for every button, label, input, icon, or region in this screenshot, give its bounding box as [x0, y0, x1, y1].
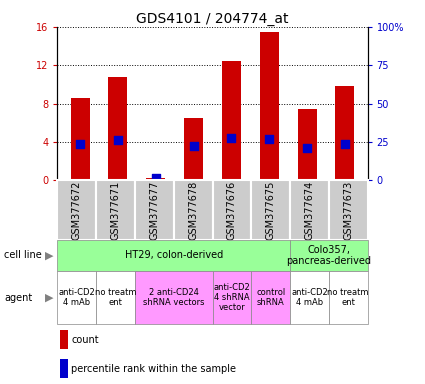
- Bar: [329, 271, 368, 324]
- Bar: [57, 180, 96, 240]
- Text: agent: agent: [4, 293, 32, 303]
- Text: percentile rank within the sample: percentile rank within the sample: [71, 364, 236, 374]
- Bar: [222, 61, 241, 180]
- Point: [228, 135, 235, 141]
- Bar: [290, 240, 368, 271]
- Text: 2 anti-CD24
shRNA vectors: 2 anti-CD24 shRNA vectors: [143, 288, 204, 307]
- Text: control
shRNA: control shRNA: [256, 288, 285, 307]
- Text: anti-CD2
4 mAb: anti-CD2 4 mAb: [291, 288, 328, 307]
- Bar: [251, 180, 290, 240]
- Text: GSM377675: GSM377675: [266, 180, 276, 240]
- Bar: [96, 180, 135, 240]
- Bar: [57, 240, 290, 271]
- Point: [114, 137, 121, 143]
- Text: no treatm
ent: no treatm ent: [328, 288, 369, 307]
- Text: GDS4101 / 204774_at: GDS4101 / 204774_at: [136, 12, 289, 25]
- Bar: [260, 32, 279, 180]
- Text: no treatm
ent: no treatm ent: [95, 288, 136, 307]
- Text: Colo357,
pancreas-derived: Colo357, pancreas-derived: [286, 245, 371, 266]
- Text: HT29, colon-derived: HT29, colon-derived: [125, 250, 223, 260]
- Bar: [108, 77, 128, 180]
- Point: [190, 143, 197, 149]
- Text: GSM377678: GSM377678: [188, 180, 198, 240]
- Bar: [251, 271, 290, 324]
- Point: [304, 145, 311, 151]
- Text: anti-CD2
4 mAb: anti-CD2 4 mAb: [58, 288, 95, 307]
- Bar: [71, 98, 90, 180]
- Bar: [60, 359, 68, 378]
- Bar: [184, 118, 203, 180]
- Bar: [212, 271, 251, 324]
- Bar: [329, 180, 368, 240]
- Text: ▶: ▶: [45, 250, 53, 260]
- Text: cell line: cell line: [4, 250, 42, 260]
- Text: GSM377674: GSM377674: [304, 180, 314, 240]
- Bar: [174, 180, 212, 240]
- Bar: [146, 177, 165, 180]
- Bar: [335, 86, 354, 180]
- Bar: [96, 271, 135, 324]
- Point: [76, 141, 83, 147]
- Text: GSM377671: GSM377671: [110, 180, 121, 240]
- Point: [342, 141, 348, 147]
- Bar: [135, 271, 212, 324]
- Bar: [290, 271, 329, 324]
- Point: [266, 136, 273, 142]
- Text: ▶: ▶: [45, 293, 53, 303]
- Bar: [290, 180, 329, 240]
- Text: anti-CD2
4 shRNA
vector: anti-CD2 4 shRNA vector: [213, 283, 250, 313]
- Text: count: count: [71, 335, 99, 345]
- Bar: [57, 271, 96, 324]
- Bar: [298, 109, 317, 180]
- Text: GSM377673: GSM377673: [343, 180, 353, 240]
- Bar: [60, 330, 68, 349]
- Text: GSM377677: GSM377677: [149, 180, 159, 240]
- Bar: [135, 180, 174, 240]
- Bar: [212, 180, 251, 240]
- Text: GSM377672: GSM377672: [72, 180, 82, 240]
- Text: GSM377676: GSM377676: [227, 180, 237, 240]
- Point: [152, 174, 159, 181]
